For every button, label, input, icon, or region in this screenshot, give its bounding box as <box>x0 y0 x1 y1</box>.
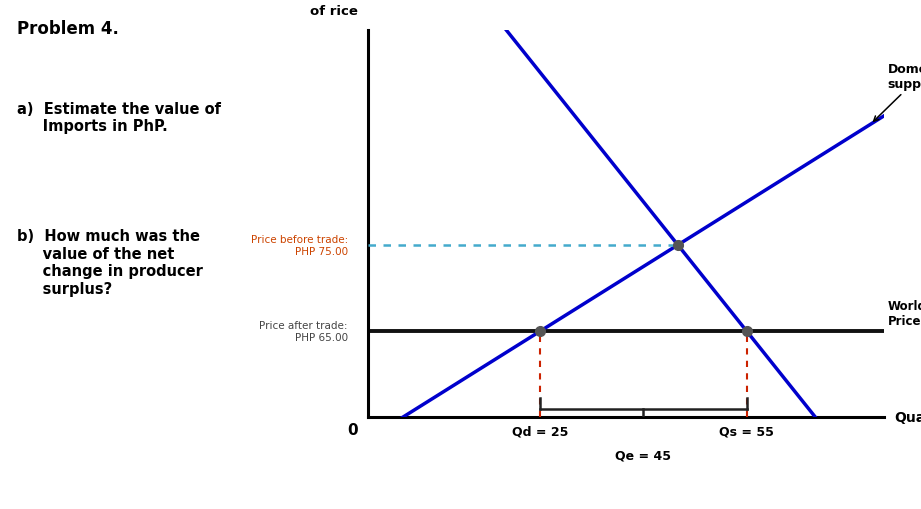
Text: Price before trade:
PHP 75.00: Price before trade: PHP 75.00 <box>251 235 348 256</box>
Text: Qe = 45: Qe = 45 <box>615 448 671 461</box>
Text: Problem 4.: Problem 4. <box>17 20 119 38</box>
Text: Quantity: Quantity <box>894 410 921 425</box>
Text: b)  How much was the
     value of the net
     change in producer
     surplus?: b) How much was the value of the net cha… <box>17 229 203 296</box>
Text: Price after trade:
PHP 65.00: Price after trade: PHP 65.00 <box>260 321 348 342</box>
Text: Domestic
demand: Domestic demand <box>812 507 878 509</box>
Text: Qs = 55: Qs = 55 <box>719 425 774 437</box>
Text: a)  Estimate the value of
     Imports in PhP.: a) Estimate the value of Imports in PhP. <box>17 102 221 134</box>
Text: Domestic
supply: Domestic supply <box>874 63 921 122</box>
Text: 0: 0 <box>347 421 358 437</box>
Text: Qd = 25: Qd = 25 <box>512 425 568 437</box>
Text: Price
of rice: Price of rice <box>310 0 358 18</box>
Text: World
Price: World Price <box>888 299 921 327</box>
